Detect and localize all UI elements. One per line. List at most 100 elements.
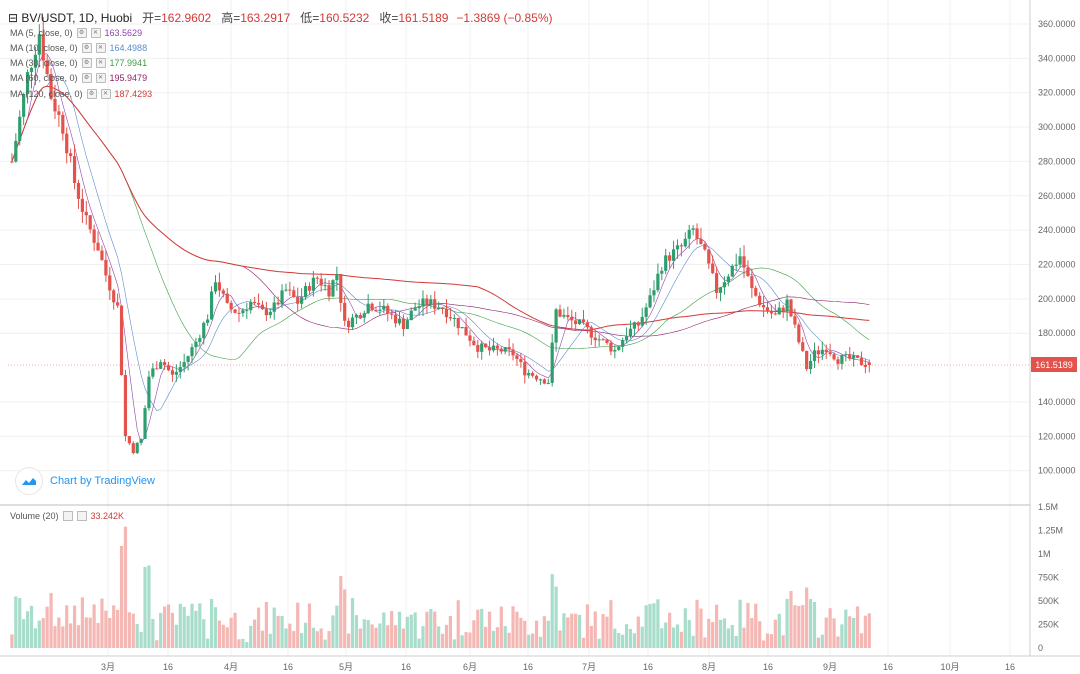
- symbol-title-right[interactable]: V/USDT, 1D, Huobi: [29, 11, 133, 25]
- volume-bar: [72, 605, 77, 648]
- candle-body: [112, 290, 116, 303]
- volume-bar: [546, 620, 550, 648]
- candle-body: [867, 362, 871, 365]
- volume-bar: [182, 606, 186, 648]
- settings-icon[interactable]: ⚙: [81, 43, 92, 53]
- candle-body: [577, 319, 582, 325]
- candle-body: [773, 313, 777, 315]
- ma-5-line: [11, 53, 870, 444]
- time-tick-label: 8月: [702, 662, 716, 672]
- indicator-value: 195.9479: [109, 73, 148, 83]
- candle-body: [22, 93, 26, 117]
- candle-body: [37, 34, 41, 55]
- candle-body: [440, 308, 445, 310]
- candle-body: [464, 326, 468, 336]
- volume-bar: [280, 616, 284, 648]
- candle-body: [718, 287, 723, 293]
- indicator-label: MA (120, close, 0): [10, 89, 83, 99]
- settings-icon[interactable]: [62, 511, 73, 521]
- candle-body: [722, 282, 727, 288]
- candle-body: [190, 347, 194, 357]
- volume-bar: [108, 618, 112, 648]
- close-icon[interactable]: [76, 511, 87, 521]
- volume-bar: [163, 606, 167, 648]
- volume-bar: [92, 604, 96, 648]
- candle-body: [45, 60, 49, 75]
- volume-bar: [644, 605, 648, 648]
- volume-legend[interactable]: Volume (20) 33.242K: [10, 511, 124, 521]
- candle-body: [225, 293, 229, 303]
- candle-body: [503, 346, 507, 352]
- candle-body: [421, 298, 425, 307]
- volume-bar: [444, 624, 449, 648]
- candle-body: [519, 358, 523, 363]
- candle-body: [135, 442, 139, 454]
- volume-bar: [460, 635, 464, 648]
- candle-body: [808, 360, 813, 370]
- volume-bar: [574, 613, 578, 648]
- volume-bar: [335, 605, 339, 648]
- candle-body: [695, 228, 699, 239]
- indicator-ma5[interactable]: MA (5, close, 0) ⚙ ✕ 163.5629: [10, 28, 142, 38]
- candle-body: [668, 255, 672, 261]
- candle-body: [213, 282, 218, 292]
- close-icon[interactable]: ✕: [95, 43, 106, 53]
- candle-body: [202, 322, 206, 339]
- candle-body: [487, 347, 492, 351]
- candle-body: [769, 311, 774, 314]
- candle-body: [260, 304, 265, 310]
- candle-body: [57, 111, 61, 115]
- candle-body: [292, 290, 296, 297]
- candle-body: [636, 322, 640, 326]
- volume-bar: [534, 620, 539, 648]
- price-tick-label: 180.0000: [1038, 328, 1076, 338]
- settings-icon[interactable]: ⚙: [86, 89, 97, 99]
- volume-bar: [773, 619, 777, 648]
- indicator-label: MA (10, close, 0): [10, 43, 78, 53]
- volume-bar: [816, 637, 821, 648]
- settings-icon[interactable]: ⚙: [81, 73, 92, 83]
- time-tick-label: 9月: [823, 662, 837, 672]
- candle-body: [495, 345, 499, 349]
- indicator-ma30[interactable]: MA (30, close, 0) ⚙ ✕ 177.9941: [10, 58, 147, 68]
- candle-body: [570, 317, 574, 321]
- price-tick-label: 120.0000: [1038, 431, 1076, 441]
- settings-icon[interactable]: ⚙: [76, 28, 87, 38]
- candle-body: [703, 244, 707, 250]
- volume-bar: [209, 598, 214, 648]
- close-label: 收=: [379, 11, 399, 25]
- volume-bar: [832, 618, 836, 648]
- volume-bar: [143, 566, 147, 648]
- close-icon[interactable]: ✕: [90, 28, 101, 38]
- candle-body: [836, 359, 840, 364]
- ma-10-line: [11, 75, 870, 411]
- candle-body: [844, 354, 848, 356]
- close-icon[interactable]: ✕: [95, 58, 106, 68]
- symbol-title-left[interactable]: ⊟ B: [8, 11, 30, 25]
- close-icon[interactable]: ✕: [100, 89, 111, 99]
- price-tick-label: 300.0000: [1038, 122, 1076, 132]
- candle-body: [256, 303, 261, 305]
- indicator-ma10[interactable]: MA (10, close, 0) ⚙ ✕ 164.4988: [10, 43, 147, 53]
- candle-body: [640, 316, 644, 326]
- candle-body: [574, 320, 578, 325]
- candle-body: [793, 316, 797, 325]
- volume-bar: [855, 606, 860, 648]
- candle-body: [448, 317, 452, 319]
- volume-bar: [577, 614, 582, 648]
- close-icon[interactable]: ✕: [95, 73, 106, 83]
- settings-icon[interactable]: ⚙: [81, 58, 92, 68]
- candle-body: [820, 349, 824, 355]
- candle-body: [546, 382, 550, 384]
- indicator-ma60[interactable]: MA (60, close, 0) ⚙ ✕ 195.9479: [10, 73, 147, 83]
- tradingview-watermark[interactable]: Chart by TradingView: [16, 468, 155, 494]
- volume-bar: [88, 617, 92, 648]
- volume-bar: [824, 617, 828, 648]
- candle-body: [194, 341, 198, 348]
- volume-bar: [691, 635, 695, 648]
- candle-body: [303, 286, 308, 298]
- candle-body: [151, 368, 155, 377]
- volume-bar: [256, 607, 261, 648]
- indicator-ma120[interactable]: MA (120, close, 0) ⚙ ✕ 187.4293: [10, 89, 152, 99]
